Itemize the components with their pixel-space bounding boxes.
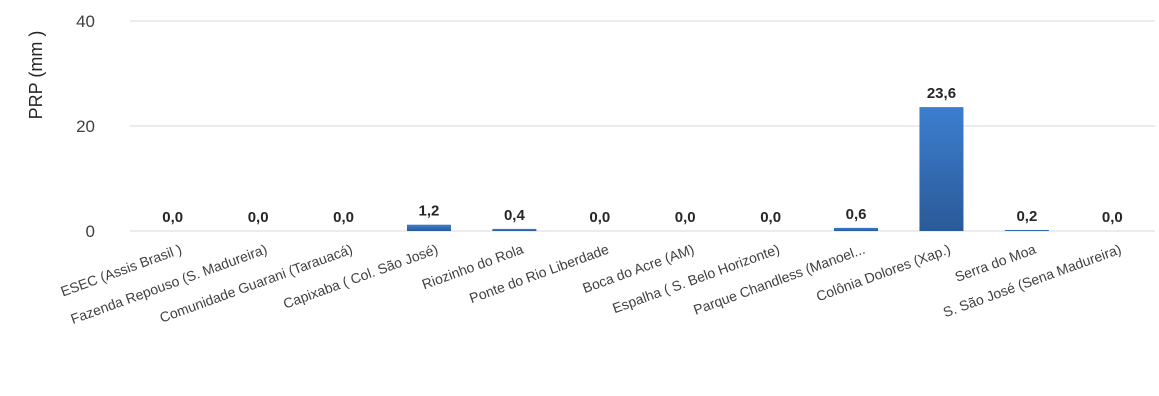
data-label: 0,0 [1102, 209, 1123, 226]
x-category-label: Capixaba ( Col. São José) [281, 241, 440, 312]
gridlines [130, 20, 1155, 232]
y-axis-ticks: 0 20 40 [76, 12, 95, 241]
data-label: 23,6 [927, 85, 956, 102]
data-label: 0,0 [589, 209, 610, 226]
bars [406, 107, 1049, 231]
x-category-label: Ponte do Rio Liberdade [467, 241, 611, 306]
data-label: 0,6 [846, 206, 867, 223]
data-label: 0,0 [248, 209, 269, 226]
y-tick-label: 0 [86, 222, 95, 241]
x-axis-labels: ESEC (Assis Brasil )Fazenda Repouso (S. … [58, 241, 1123, 327]
bar [1004, 229, 1049, 231]
bar [406, 224, 451, 231]
data-labels: 0,0 0,0 0,0 1,2 0,4 0,0 0,0 0,0 0,6 23,6 0,2 0,0 [162, 85, 1122, 226]
data-label: 0,2 [1016, 208, 1037, 225]
y-tick-label: 20 [76, 117, 95, 136]
y-tick-label: 40 [76, 12, 95, 31]
bar [834, 227, 879, 231]
data-label: 0,4 [504, 207, 526, 224]
data-label: 0,0 [162, 209, 183, 226]
bar [492, 228, 537, 231]
y-axis-title: PRP (mm ) [26, 31, 46, 120]
data-label: 0,0 [675, 209, 696, 226]
data-label: 1,2 [419, 203, 440, 220]
bar [919, 107, 964, 231]
data-label: 0,0 [760, 209, 781, 226]
data-label: 0,0 [333, 209, 354, 226]
